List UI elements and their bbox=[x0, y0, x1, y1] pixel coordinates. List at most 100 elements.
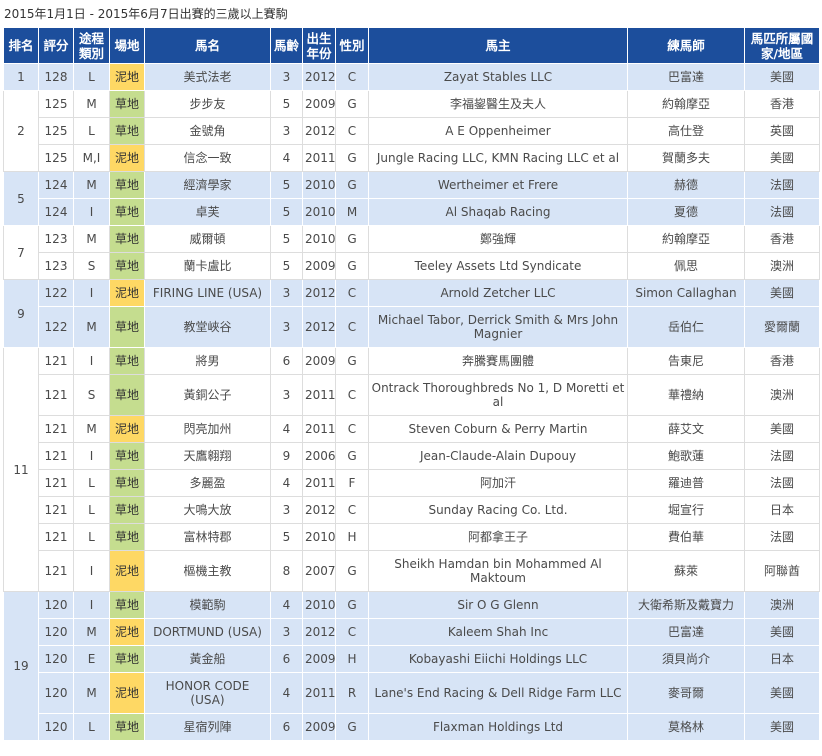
surface-cell: 泥地 bbox=[109, 63, 145, 91]
age-cell: 3 bbox=[270, 496, 303, 524]
country-cell: 法國 bbox=[744, 523, 820, 551]
age-cell: 3 bbox=[270, 618, 303, 646]
sex-cell: C bbox=[335, 374, 369, 416]
trainer-cell: 費伯華 bbox=[627, 523, 745, 551]
table-row: 125 L 草地 金號角 3 2012 C A E Oppenheimer 高仕登 英國 bbox=[4, 117, 820, 145]
age-cell: 4 bbox=[270, 672, 303, 714]
trainer-cell: 羅迪普 bbox=[627, 469, 745, 497]
year-cell: 2011 bbox=[302, 415, 336, 443]
sex-cell: G bbox=[335, 171, 369, 199]
rating-cell: 121 bbox=[38, 469, 74, 497]
rating-cell: 121 bbox=[38, 442, 74, 470]
table-row: 125 M,I 泥地 信念一致 4 2011 G Jungle Racing LLC, KMN… bbox=[4, 144, 820, 172]
owner-cell: 李福鋆醫生及夫人 bbox=[368, 90, 628, 118]
distance-cell: L bbox=[73, 713, 110, 741]
sex-cell: G bbox=[335, 713, 369, 741]
sex-cell: R bbox=[335, 672, 369, 714]
owner-cell: Kobayashi Eiichi Holdings LLC bbox=[368, 645, 628, 673]
year-cell: 2012 bbox=[302, 306, 336, 348]
surface-cell: 草地 bbox=[109, 347, 145, 375]
age-cell: 3 bbox=[270, 306, 303, 348]
age-cell: 4 bbox=[270, 144, 303, 172]
rank-cell: 1 bbox=[3, 63, 39, 91]
sex-cell: C bbox=[335, 496, 369, 524]
distance-cell: M bbox=[73, 171, 110, 199]
rank-cell: 2 bbox=[3, 90, 39, 172]
rating-cell: 125 bbox=[38, 144, 74, 172]
owner-cell: Zayat Stables LLC bbox=[368, 63, 628, 91]
age-cell: 6 bbox=[270, 645, 303, 673]
horse-cell: 富林特郡 bbox=[144, 523, 271, 551]
owner-cell: Flaxman Holdings Ltd bbox=[368, 713, 628, 741]
table-row: 121 L 草地 多麗盈 4 2011 F 阿加汗 羅迪普 法國 bbox=[4, 469, 820, 497]
distance-cell: M,I bbox=[73, 144, 110, 172]
country-cell: 香港 bbox=[744, 347, 820, 375]
owner-cell: Sunday Racing Co. Ltd. bbox=[368, 496, 628, 524]
col-header-surface: 場地 bbox=[109, 27, 145, 64]
col-header-horse: 馬名 bbox=[144, 27, 271, 64]
table-row: 9 122 I 泥地 FIRING LINE (USA) 3 2012 C Arnold Zet… bbox=[3, 279, 820, 348]
rating-cell: 124 bbox=[38, 171, 74, 199]
horse-cell: 大鳴大放 bbox=[144, 496, 271, 524]
horse-cell: 模範駒 bbox=[144, 591, 271, 619]
rankings-table: 排名 評分 途程類別 場地 馬名 馬齡 出生年份 性別 馬主 練馬師 馬匹所屬國… bbox=[3, 27, 820, 741]
rating-cell: 120 bbox=[38, 645, 74, 673]
owner-cell: Teeley Assets Ltd Syndicate bbox=[368, 252, 628, 280]
surface-cell: 草地 bbox=[109, 523, 145, 551]
sex-cell: C bbox=[335, 279, 369, 307]
rating-cell: 123 bbox=[38, 225, 74, 253]
trainer-cell: 薛艾文 bbox=[627, 415, 745, 443]
table-row: 120 M 泥地 HONOR CODE (USA) 4 2011 R Lane's End R… bbox=[4, 672, 820, 714]
owner-cell: Ontrack Thoroughbreds No 1, D Moretti et… bbox=[368, 374, 628, 416]
year-cell: 2012 bbox=[302, 618, 336, 646]
country-cell: 美國 bbox=[744, 63, 820, 91]
table-row: 120 M 泥地 DORTMUND (USA) 3 2012 C Kaleem Shah In… bbox=[4, 618, 820, 646]
distance-cell: S bbox=[73, 252, 110, 280]
distance-cell: I bbox=[73, 279, 110, 307]
surface-cell: 泥地 bbox=[109, 550, 145, 592]
distance-cell: L bbox=[73, 469, 110, 497]
trainer-cell: 大衛希斯及戴寶力 bbox=[627, 591, 745, 619]
year-cell: 2012 bbox=[302, 496, 336, 524]
surface-cell: 泥地 bbox=[109, 144, 145, 172]
year-cell: 2011 bbox=[302, 469, 336, 497]
table-row: 121 L 草地 富林特郡 5 2010 H 阿都拿王子 費伯華 法國 bbox=[4, 523, 820, 551]
country-cell: 香港 bbox=[744, 225, 820, 253]
sex-cell: C bbox=[335, 117, 369, 145]
age-cell: 6 bbox=[270, 347, 303, 375]
rating-cell: 120 bbox=[38, 713, 74, 741]
age-cell: 3 bbox=[270, 279, 303, 307]
country-cell: 阿聯酋 bbox=[744, 550, 820, 592]
distance-cell: M bbox=[73, 672, 110, 714]
horse-cell: 信念一致 bbox=[144, 144, 271, 172]
surface-cell: 草地 bbox=[109, 171, 145, 199]
surface-cell: 草地 bbox=[109, 442, 145, 470]
table-row: 122 M 草地 教堂峽谷 3 2012 C Michael Tabor, Derrick S… bbox=[4, 306, 820, 348]
horse-cell: 將男 bbox=[144, 347, 271, 375]
trainer-cell: 巴富達 bbox=[627, 618, 745, 646]
distance-cell: L bbox=[73, 496, 110, 524]
horse-cell: 多麗盈 bbox=[144, 469, 271, 497]
surface-cell: 草地 bbox=[109, 225, 145, 253]
horse-cell: 教堂峽谷 bbox=[144, 306, 271, 348]
table-caption: 2015年1月1日 - 2015年6月7日出賽的三歲以上賽駒 bbox=[4, 7, 288, 21]
horse-cell: FIRING LINE (USA) bbox=[144, 279, 271, 307]
table-row: 124 I 草地 卓芙 5 2010 M Al Shaqab Racing 夏德 法國 bbox=[4, 198, 820, 226]
owner-cell: Arnold Zetcher LLC bbox=[368, 279, 628, 307]
age-cell: 9 bbox=[270, 442, 303, 470]
distance-cell: M bbox=[73, 225, 110, 253]
owner-cell: Sir O G Glenn bbox=[368, 591, 628, 619]
horse-cell: 黃金船 bbox=[144, 645, 271, 673]
sex-cell: H bbox=[335, 645, 369, 673]
surface-cell: 草地 bbox=[109, 198, 145, 226]
country-cell: 美國 bbox=[744, 144, 820, 172]
trainer-cell: 須貝尚介 bbox=[627, 645, 745, 673]
rank-cell: 5 bbox=[3, 171, 39, 226]
table-row: 121 L 草地 大鳴大放 3 2012 C Sunday Racing Co. Ltd. 堀宣… bbox=[4, 496, 820, 524]
age-cell: 5 bbox=[270, 523, 303, 551]
country-cell: 澳洲 bbox=[744, 374, 820, 416]
age-cell: 5 bbox=[270, 252, 303, 280]
country-cell: 法國 bbox=[744, 198, 820, 226]
rating-cell: 121 bbox=[38, 550, 74, 592]
surface-cell: 泥地 bbox=[109, 279, 145, 307]
